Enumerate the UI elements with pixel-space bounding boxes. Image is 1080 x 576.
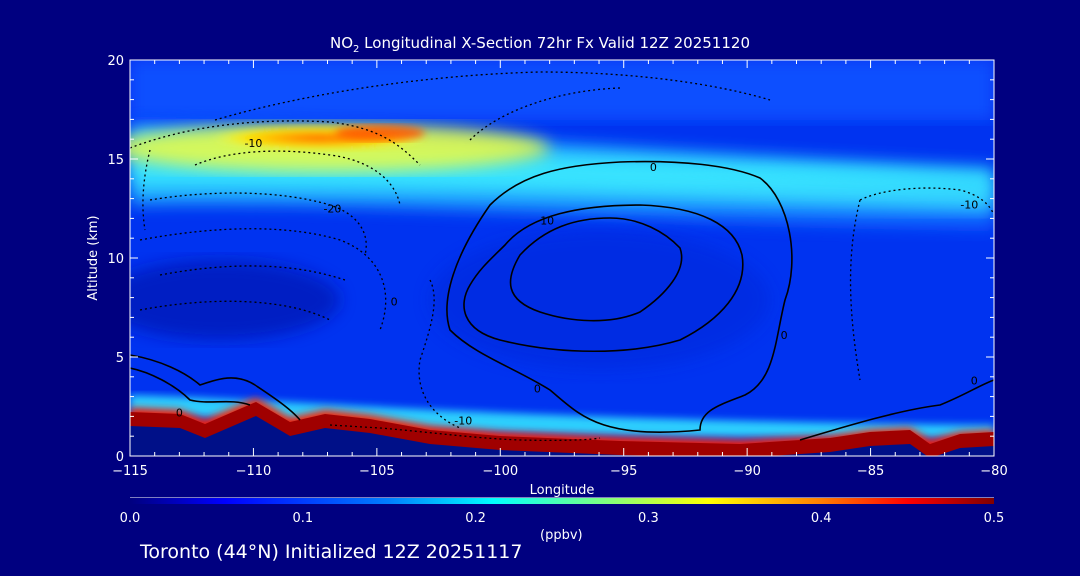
y-tick-label: 15 [107,153,124,168]
x-tick-label: −100 [482,464,518,479]
contour-20 [509,217,683,322]
contour-lines [130,71,994,442]
contour-label: 0 [781,329,788,342]
no2-field [130,60,994,456]
y-tick-label: 0 [116,450,124,465]
x-tick-label: −90 [733,464,760,479]
contour-label: 0 [176,406,183,419]
colorbar-tick-label: 0.5 [983,511,1005,526]
contour-label: 0 [534,383,541,396]
y-tick-label: 10 [107,252,124,267]
contour-label: -10 [454,414,472,427]
contour-label: 0 [391,296,398,309]
x-axis-label: Longitude [530,483,595,498]
contour-0-main [446,160,793,434]
y-axis: 0 5 10 15 20 [107,54,994,465]
x-tick-label: −110 [236,464,272,479]
footer-caption: Toronto (44°N) Initialized 12Z 20251117 [140,541,523,563]
contour-label: 0 [650,161,657,174]
contour-label: 10 [540,214,554,227]
x-tick-label: −85 [857,464,884,479]
colorbar [130,498,994,504]
contour-label: -10 [960,199,978,212]
contour-0-west [130,354,301,421]
colorbar-tick-label: 0.0 [119,511,141,526]
x-axis: −115 −110 −105 −100 −95 −90 −85 −80 [112,60,1008,479]
colorbar-tick-label: 0.2 [465,511,486,526]
title-prefix: NO [330,34,354,52]
x-tick-label: −105 [359,464,395,479]
x-tick-label: −95 [610,464,637,479]
contour-0-west2 [130,367,251,406]
y-tick-label: 5 [116,351,124,366]
colorbar-tick-label: 0.1 [292,511,314,526]
contour-label: -20 [323,202,341,215]
colorbar-tick-label: 0.3 [638,511,659,526]
contour-labels: -10 -20 0 10 -10 0 -10 0 0 0 0 [176,137,978,427]
contour-label: -10 [244,137,262,150]
contour-10 [463,204,744,353]
colorbar-tick-label: 0.4 [810,511,832,526]
y-tick-label: 20 [107,54,124,69]
title-subscript: 2 [353,44,360,55]
x-tick-label: −80 [980,464,1007,479]
contour-label: 0 [971,375,978,388]
title-rest: Longitudinal X-Section 72hr Fx Valid 12Z… [359,34,750,52]
x-tick-label: −115 [112,464,148,479]
chart-title: NO2 Longitudinal X-Section 72hr Fx Valid… [0,34,1080,55]
contour-0-east [799,379,994,441]
colorbar-unit: (ppbv) [540,528,583,543]
y-axis-label: Altitude (km) [86,215,101,300]
